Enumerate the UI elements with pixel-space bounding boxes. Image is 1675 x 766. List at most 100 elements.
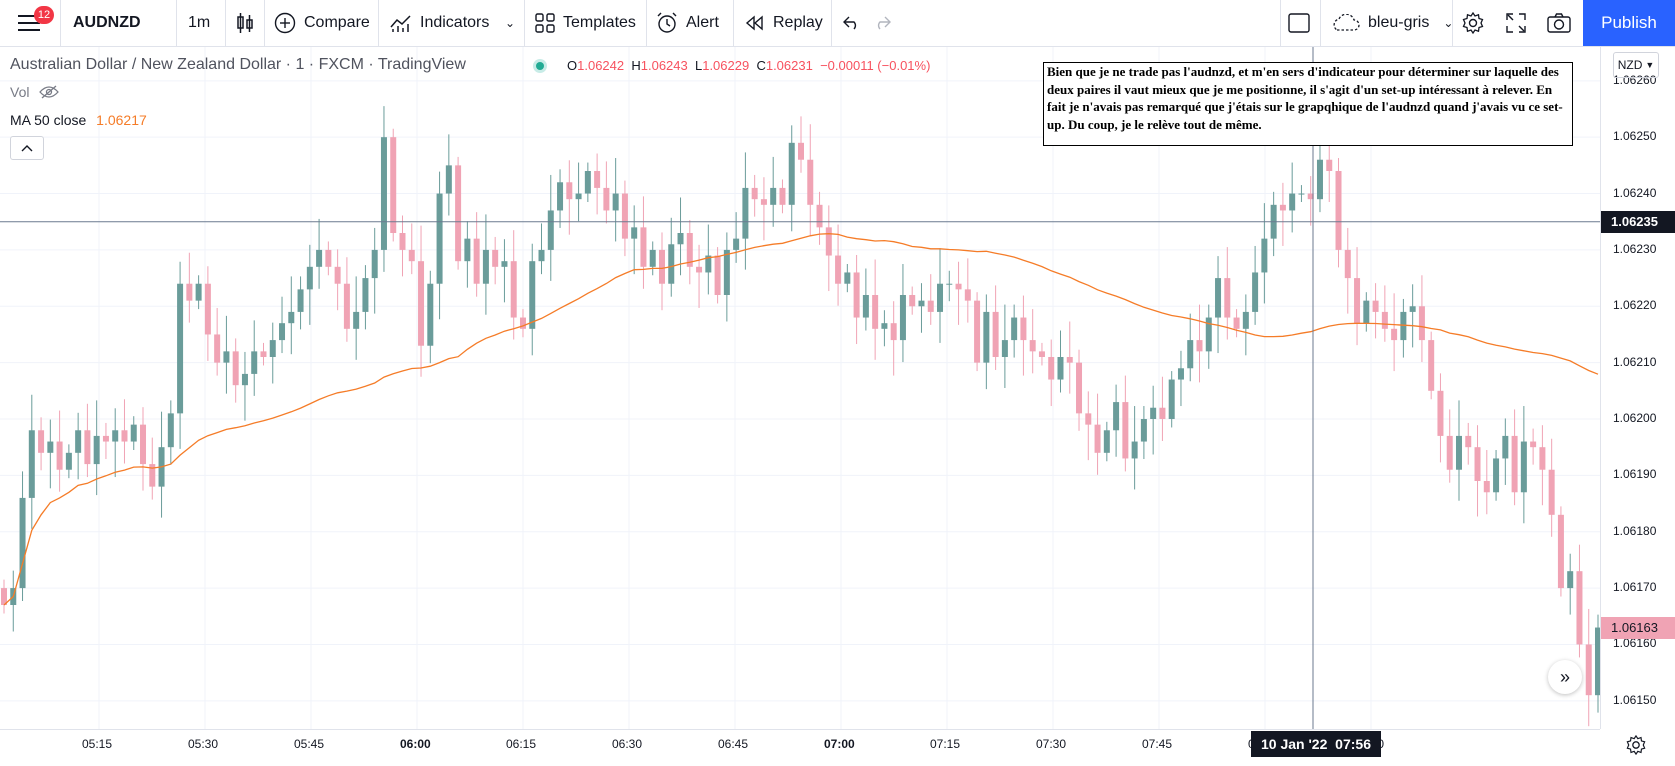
- interval-button[interactable]: 1m: [188, 14, 211, 31]
- candle-body: [621, 193, 628, 239]
- currency-selector[interactable]: NZD ▼: [1613, 52, 1659, 78]
- candle-body: [223, 351, 230, 363]
- indicators-label: Indicators: [420, 14, 490, 31]
- candle-body: [232, 351, 239, 386]
- publish-button[interactable]: Publish: [1583, 0, 1675, 46]
- redo-icon[interactable]: [873, 0, 891, 46]
- volume-legend[interactable]: Vol: [10, 84, 60, 100]
- candle-body: [538, 249, 545, 262]
- candle-body: [482, 249, 489, 284]
- candle-body: [288, 311, 295, 324]
- candle-body: [362, 278, 369, 312]
- candle-body: [1289, 193, 1296, 211]
- time-tick-label: 07:00: [824, 737, 855, 751]
- chevron-down-icon[interactable]: ⌄: [505, 16, 516, 30]
- time-tick-label: 06:00: [400, 737, 431, 751]
- price-tick-label: 1.06150: [1613, 692, 1657, 707]
- candle-body: [603, 187, 610, 211]
- collapse-legend-button[interactable]: [10, 136, 44, 160]
- symbol-title[interactable]: Australian Dollar / New Zealand Dollar ·…: [10, 56, 466, 73]
- time-tick-label: 07:15: [930, 737, 961, 751]
- ma-legend[interactable]: MA 50 close 1.06217: [10, 112, 147, 128]
- candle-body: [38, 430, 45, 453]
- settings-gear-icon[interactable]: [1462, 0, 1484, 46]
- candle-body: [825, 227, 832, 256]
- candle-body: [260, 351, 267, 357]
- candle-body: [306, 266, 313, 290]
- candle-body: [204, 283, 211, 335]
- candle-body: [733, 238, 740, 250]
- undo-icon[interactable]: [843, 0, 861, 46]
- compare-button[interactable]: Compare: [274, 0, 370, 46]
- eye-hidden-icon[interactable]: [39, 85, 60, 99]
- notification-badge[interactable]: 12: [34, 6, 54, 24]
- candle-body: [1381, 311, 1388, 329]
- candle-body: [779, 187, 786, 205]
- candle-body: [399, 233, 406, 250]
- price-chart[interactable]: [0, 47, 1675, 765]
- candle-body: [1446, 435, 1453, 470]
- candle-body: [788, 142, 795, 205]
- candle-body: [1131, 441, 1138, 459]
- candle-body: [955, 283, 962, 290]
- time-tick-label: 06:45: [718, 737, 749, 751]
- menu-icon[interactable]: [18, 0, 40, 46]
- candle-body: [408, 249, 415, 262]
- price-axis[interactable]: [1600, 47, 1675, 729]
- candle-body: [723, 249, 730, 295]
- symbol-search[interactable]: AUDNZD: [73, 14, 141, 31]
- candle-body: [297, 289, 304, 312]
- chart-type-icon[interactable]: [235, 0, 255, 46]
- candle-body: [557, 182, 564, 211]
- candle-body: [316, 249, 323, 267]
- time-tick-label: 06:30: [612, 737, 643, 751]
- candle-body: [1548, 469, 1555, 515]
- candle-body: [325, 249, 332, 267]
- candle-body: [1474, 447, 1481, 481]
- candle-body: [19, 497, 26, 589]
- candle-body: [1372, 300, 1379, 312]
- candle-body: [177, 283, 184, 414]
- candle-body: [1066, 357, 1073, 363]
- candle-body: [1483, 481, 1490, 493]
- fullscreen-icon[interactable]: [1506, 0, 1526, 46]
- alert-button[interactable]: Alert: [656, 0, 719, 46]
- ma-50-line: [3, 233, 1599, 606]
- market-status-dot[interactable]: [533, 59, 547, 73]
- layout-selector[interactable]: bleu-gris ⌄: [1330, 0, 1453, 46]
- camera-icon[interactable]: [1547, 0, 1571, 46]
- candle-body: [390, 137, 397, 233]
- layout-name: bleu-gris: [1368, 14, 1430, 31]
- candle-body: [1354, 278, 1361, 324]
- price-tick-label: 1.06260: [1613, 72, 1657, 87]
- candle-body: [473, 238, 480, 284]
- candle-body: [1140, 419, 1147, 442]
- candle-body: [1493, 458, 1500, 493]
- replay-button[interactable]: Replay: [745, 0, 823, 46]
- candle-body: [1177, 368, 1184, 380]
- candle-body: [742, 187, 749, 239]
- candle-body: [1363, 300, 1370, 324]
- indicators-button[interactable]: Indicators: [390, 0, 489, 46]
- time-tick-label: 07:30: [1036, 737, 1067, 751]
- candle-body: [492, 249, 499, 267]
- candle-body: [75, 430, 82, 453]
- candle-body: [28, 430, 35, 498]
- candle-body: [1215, 278, 1222, 318]
- candle-body: [279, 323, 286, 341]
- text-note-annotation[interactable]: Bien que je ne trade pas l'audnzd, et m'…: [1043, 62, 1573, 146]
- select-layout-icon[interactable]: [1288, 0, 1310, 46]
- candle-body: [241, 373, 248, 386]
- scroll-to-realtime-button[interactable]: »: [1548, 660, 1582, 694]
- ohlc-values: O1.06242 H1.06243 L1.06229 C1.06231 −0.0…: [567, 58, 931, 73]
- templates-button[interactable]: Templates: [535, 0, 636, 46]
- candle-body: [1502, 435, 1509, 459]
- candle-body: [798, 142, 804, 160]
- candle-body: [714, 255, 721, 295]
- candle-body: [334, 266, 341, 284]
- candle-body: [251, 351, 258, 374]
- axis-settings-gear-icon[interactable]: [1626, 734, 1646, 760]
- candle-body: [149, 464, 156, 487]
- candle-body: [1418, 306, 1425, 341]
- candle-body: [937, 283, 944, 312]
